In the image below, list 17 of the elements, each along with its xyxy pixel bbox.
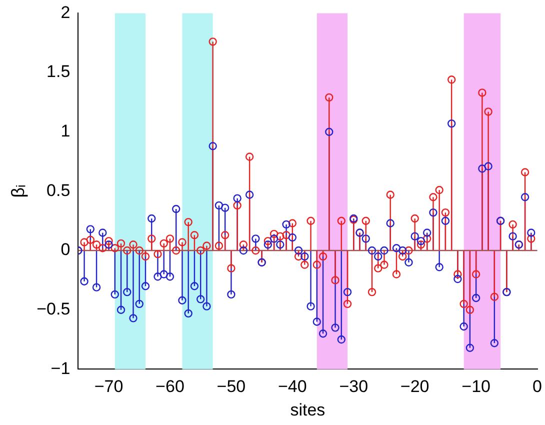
x-axis-title: sites — [290, 400, 326, 420]
x-tick-label: −20 — [400, 377, 430, 396]
y-tick-label: 0.5 — [46, 180, 70, 200]
x-tick-label: −70 — [94, 377, 124, 396]
y-tick-label: 2 — [60, 2, 70, 22]
x-tick-label: −50 — [216, 377, 246, 396]
y-tick-label: −1 — [50, 358, 70, 378]
y-tick-label: 0 — [60, 240, 70, 260]
y-tick-label: −0.5 — [36, 300, 70, 319]
x-tick-label: 0 — [532, 377, 542, 396]
x-tick-label: −30 — [339, 377, 368, 396]
y-tick-label: 1 — [60, 122, 70, 141]
x-tick-label: −60 — [156, 377, 184, 396]
x-tick-label: −40 — [278, 377, 307, 396]
y-tick-label: 1.5 — [46, 62, 70, 82]
y-axis-title: βᵢ — [8, 184, 28, 198]
x-tick-label: −10 — [462, 377, 490, 396]
